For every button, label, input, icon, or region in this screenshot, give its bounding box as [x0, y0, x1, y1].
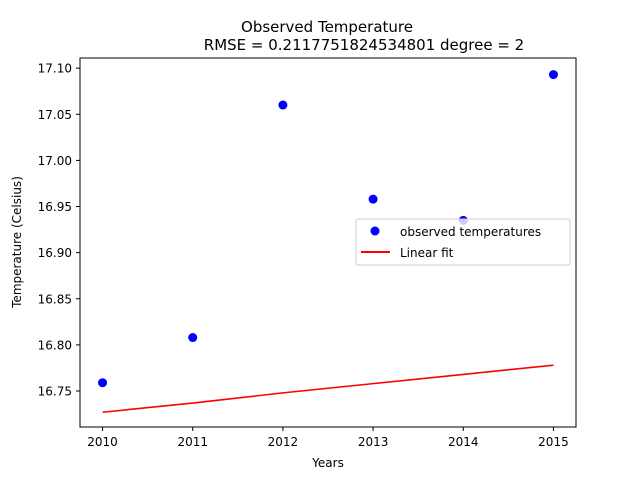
x-tick-label: 2015 [538, 435, 569, 449]
legend-marker-observed [370, 226, 380, 236]
x-tick-label: 2010 [87, 435, 118, 449]
y-tick-label: 17.05 [38, 108, 72, 122]
x-tick-label: 2014 [448, 435, 479, 449]
y-tick-label: 16.90 [38, 246, 72, 260]
y-tick-label: 16.95 [38, 200, 72, 214]
chart-title: Observed Temperature [241, 18, 413, 36]
series-line-linear-fit [102, 364, 554, 414]
chart-subtitle: RMSE = 0.2117751824534801 degree = 2 [204, 36, 524, 54]
data-point-observed [368, 194, 378, 204]
y-tick-label: 16.80 [38, 338, 72, 352]
x-tick-label: 2011 [177, 435, 208, 449]
data-point-observed [548, 70, 558, 80]
x-tick-label: 2012 [268, 435, 299, 449]
legend-label-fit: Linear fit [400, 246, 454, 260]
legend: observed temperatures Linear fit [355, 218, 571, 266]
legend-label-observed: observed temperatures [400, 225, 541, 239]
y-tick-label: 16.75 [38, 385, 72, 399]
axes-frame [79, 57, 577, 428]
y-axis-label: Temperature (Celsius) [10, 176, 24, 309]
y-tick-label: 17.10 [38, 62, 72, 76]
x-tick-label: 2013 [358, 435, 389, 449]
y-tick-label: 17.00 [38, 154, 72, 168]
x-axis-label: Years [311, 456, 344, 470]
data-point-observed [188, 333, 198, 343]
data-point-observed [278, 100, 288, 110]
legend-box [355, 218, 571, 266]
plot-area: 2010 2011 2012 2013 2014 2015 16.75 16.80 16.85 1… [38, 57, 577, 449]
y-tick-label: 16.85 [38, 292, 72, 306]
data-point-observed [98, 378, 108, 388]
